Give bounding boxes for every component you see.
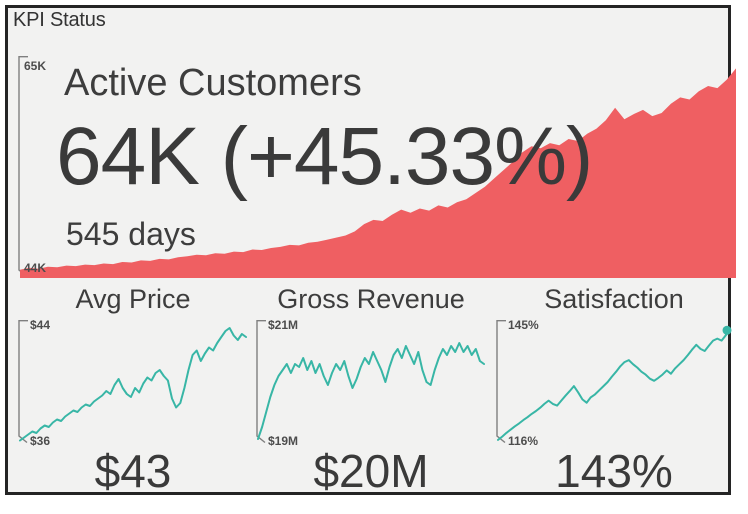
main-axis-top-label: 65K: [24, 59, 47, 73]
avg-price-axis-bottom-label: $36: [30, 434, 51, 448]
main-kpi-value: 64K (+45.33%): [56, 111, 593, 202]
gross-revenue-kpi-card[interactable]: Gross Revenue $21M $19M $20M: [254, 282, 488, 498]
satisfaction-axis-top-label: 145%: [508, 318, 539, 332]
satisfaction-title: Satisfaction: [544, 284, 684, 314]
avg-price-title: Avg Price: [75, 284, 191, 314]
satisfaction-value: 143%: [555, 445, 673, 497]
page-title: KPI Status: [13, 9, 106, 31]
active-customers-area-chart[interactable]: [18, 56, 738, 278]
main-axis-bottom-label: 44K: [24, 261, 47, 275]
gross-revenue-value: $20M: [313, 445, 429, 497]
main-kpi-title: Active Customers: [64, 62, 362, 104]
avg-price-axis-top-label: $44: [30, 318, 51, 332]
satisfaction-sparkline[interactable]: [496, 320, 732, 444]
satisfaction-axis-bottom-label: 116%: [508, 434, 539, 448]
gross-revenue-sparkline[interactable]: [256, 320, 486, 444]
avg-price-value: $43: [94, 445, 172, 497]
satisfaction-kpi-card[interactable]: Satisfaction 145% 116% 143%: [494, 282, 734, 498]
avg-price-sparkline[interactable]: [18, 320, 248, 444]
avg-price-kpi-card[interactable]: Avg Price $44 $36 $43: [16, 282, 250, 498]
gross-revenue-title: Gross Revenue: [277, 284, 465, 314]
gross-revenue-axis-bottom-label: $19M: [268, 434, 299, 448]
main-kpi-subtitle: 545 days: [66, 216, 196, 252]
gross-revenue-axis-top-label: $21M: [268, 318, 299, 332]
